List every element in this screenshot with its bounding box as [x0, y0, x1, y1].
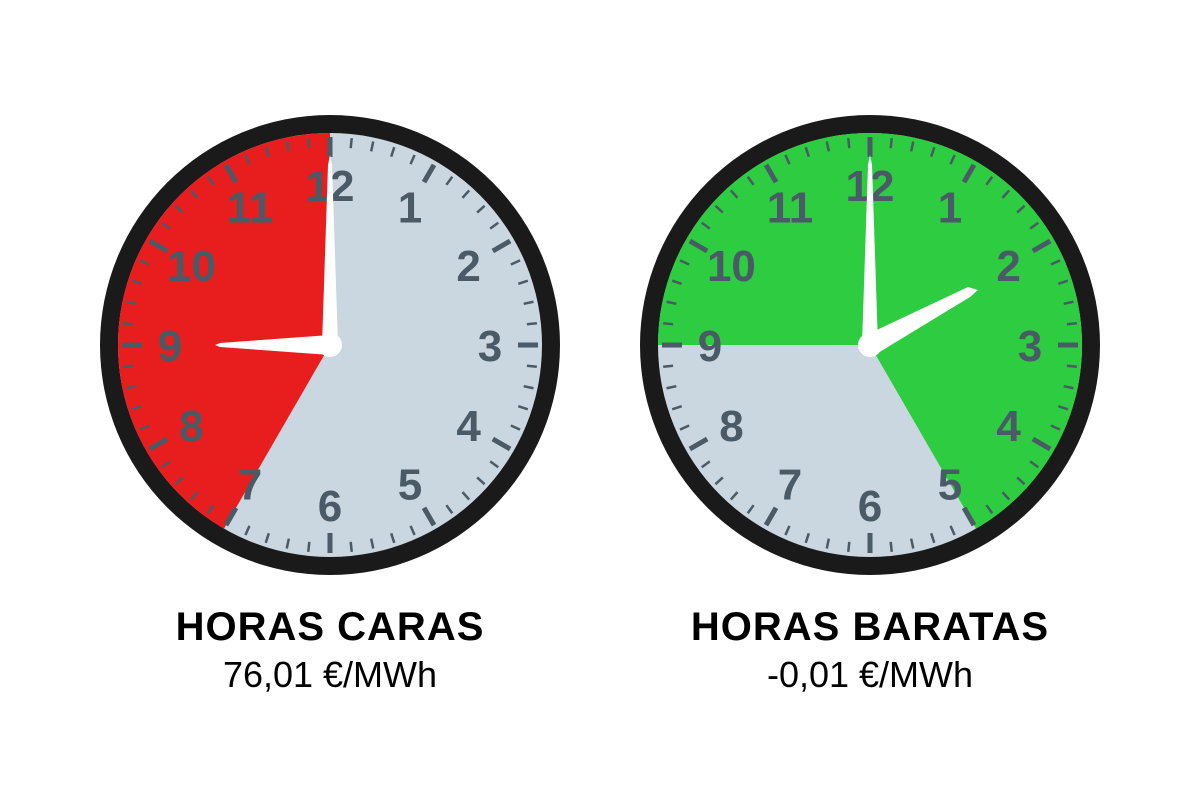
cheap-caption: HORAS BARATAS -0,01 €/MWh [691, 605, 1049, 696]
svg-text:1: 1 [938, 183, 962, 232]
cheap-hours-panel: 123456789101112 HORAS BARATAS -0,01 €/MW… [630, 105, 1110, 696]
expensive-value: 76,01 €/MWh [176, 654, 485, 696]
svg-text:9: 9 [158, 322, 182, 371]
svg-text:9: 9 [698, 322, 722, 371]
expensive-hours-panel: 123456789101112 HORAS CARAS 76,01 €/MWh [90, 105, 570, 696]
expensive-title: HORAS CARAS [176, 605, 485, 650]
cheap-hours-clock: 123456789101112 [630, 105, 1110, 585]
svg-text:10: 10 [167, 242, 216, 291]
svg-text:4: 4 [456, 402, 481, 451]
cheap-title: HORAS BARATAS [691, 605, 1049, 650]
svg-text:2: 2 [996, 242, 1020, 291]
svg-text:3: 3 [1018, 322, 1042, 371]
svg-text:6: 6 [858, 482, 882, 531]
svg-text:1: 1 [398, 183, 422, 232]
svg-text:10: 10 [707, 242, 756, 291]
svg-text:5: 5 [938, 460, 962, 509]
svg-text:7: 7 [778, 460, 802, 509]
svg-text:4: 4 [996, 402, 1021, 451]
svg-text:5: 5 [398, 460, 422, 509]
expensive-hours-clock: 123456789101112 [90, 105, 570, 585]
svg-text:6: 6 [318, 482, 342, 531]
svg-text:8: 8 [719, 402, 743, 451]
svg-text:11: 11 [767, 183, 814, 232]
svg-text:3: 3 [478, 322, 502, 371]
svg-text:8: 8 [179, 402, 203, 451]
svg-text:7: 7 [238, 460, 262, 509]
svg-text:11: 11 [227, 183, 274, 232]
expensive-caption: HORAS CARAS 76,01 €/MWh [176, 605, 485, 696]
svg-text:2: 2 [456, 242, 480, 291]
cheap-value: -0,01 €/MWh [691, 654, 1049, 696]
